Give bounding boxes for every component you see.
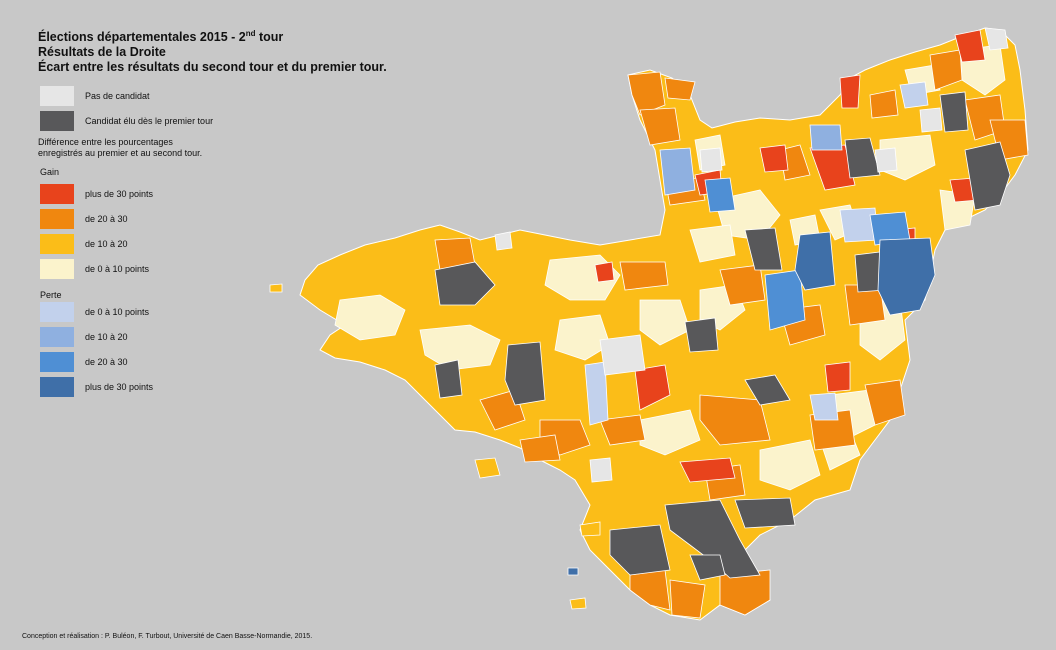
legend-label: de 20 à 30 [85,357,128,367]
legend-description-line-1: Différence entre les pourcentages [38,137,173,147]
legend-swatch [40,352,74,372]
legend-swatch [40,259,74,279]
legend-description: Différence entre les pourcentages enregi… [38,137,202,159]
legend-gain-heading: Gain [40,167,60,177]
legend-label: de 10 à 20 [85,332,128,342]
legend-loss-20-30: de 20 à 30 [40,352,128,372]
map-title: Élections départementales 2015 - 2nd tou… [38,26,387,75]
legend-loss-0-10: de 0 à 10 points [40,302,149,322]
legend-label: plus de 30 points [85,189,154,199]
legend-gain-0-10: de 0 à 10 points [40,259,149,279]
legend-gain-20-30: de 20 à 30 [40,209,128,229]
legend-loss-heading: Perte [40,290,62,300]
islands [269,283,601,610]
title-line-3: Écart entre les résultats du second tour… [38,60,387,75]
legend-label: de 0 à 10 points [85,264,150,274]
title-line-2: Résultats de la Droite [38,45,166,60]
legend-gain-30plus: plus de 30 points [40,184,153,204]
legend-swatch [40,111,74,131]
legend-swatch [40,184,74,204]
zones-gain-0-10 [334,44,1006,491]
legend-loss-30plus: plus de 30 points [40,377,153,397]
legend-no-candidate: Pas de candidat [40,86,150,106]
legend-swatch [40,209,74,229]
legend-swatch [40,377,74,397]
zones-elected-first-round [434,91,1011,581]
legend-gain-10-20: de 10 à 20 [40,234,128,254]
legend-label: de 0 à 10 points [85,307,150,317]
credit-line: Conception et réalisation : P. Buléon, F… [22,633,313,640]
legend-label: de 20 à 30 [85,214,128,224]
legend-label: Candidat élu dès le premier tour [85,116,214,126]
legend-label: Pas de candidat [85,91,150,101]
legend-swatch [40,302,74,322]
legend-loss-10-20: de 10 à 20 [40,327,128,347]
legend-swatch [40,327,74,347]
legend-label: plus de 30 points [85,382,154,392]
legend-description-line-2: enregistrés au premier et au second tour… [38,148,203,158]
zones-gain-20-30 [434,49,1029,619]
title-line-1: Élections départementales 2015 - 2nd tou… [38,29,284,45]
legend-swatch [40,234,74,254]
legend-label: de 10 à 20 [85,239,128,249]
zones-no-candidate [494,27,1009,483]
legend-swatch [40,86,74,106]
legend-elected-first: Candidat élu dès le premier tour [40,111,213,131]
zones-loss [567,81,936,576]
